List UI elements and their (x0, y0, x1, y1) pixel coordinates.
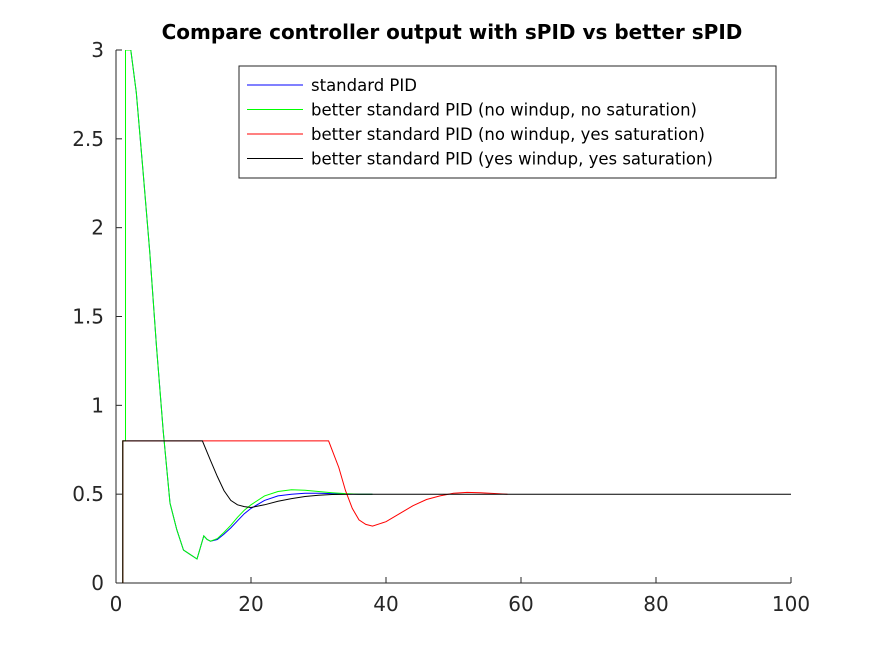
series-line-3 (122, 440, 508, 583)
x-tick-label: 40 (373, 592, 398, 616)
y-tick-label: 0 (91, 571, 104, 595)
legend-label: better standard PID (no windup, no satur… (311, 101, 697, 120)
x-tick-label: 80 (643, 592, 668, 616)
x-tick-label: 20 (238, 592, 263, 616)
y-tick-label: 3 (91, 38, 104, 62)
y-tick-label: 1.5 (72, 305, 104, 329)
legend-box (238, 65, 777, 179)
series-line-4 (122, 440, 791, 583)
legend-label: better standard PID (yes windup, yes sat… (311, 150, 713, 169)
y-tick-label: 0.5 (72, 482, 104, 506)
series-lines (122, 50, 791, 583)
chart-title: Compare controller output with sPID vs b… (162, 20, 743, 44)
y-tick-label: 2 (91, 216, 104, 240)
series-line-2 (122, 50, 373, 583)
legend-label: standard PID (311, 76, 417, 95)
x-tick-label: 100 (772, 592, 810, 616)
y-tick-label: 1 (91, 393, 104, 417)
legend: standard PID better standard PID (no wind… (238, 65, 777, 179)
y-tick-label: 2.5 (72, 127, 104, 151)
x-tick-label: 60 (508, 592, 533, 616)
legend-label: better standard PID (no windup, yes satu… (311, 125, 705, 144)
axes: 0 20 40 60 80 100 0 0.5 1 1.5 2 2.5 3 (72, 38, 810, 616)
x-tick-label: 0 (110, 592, 123, 616)
